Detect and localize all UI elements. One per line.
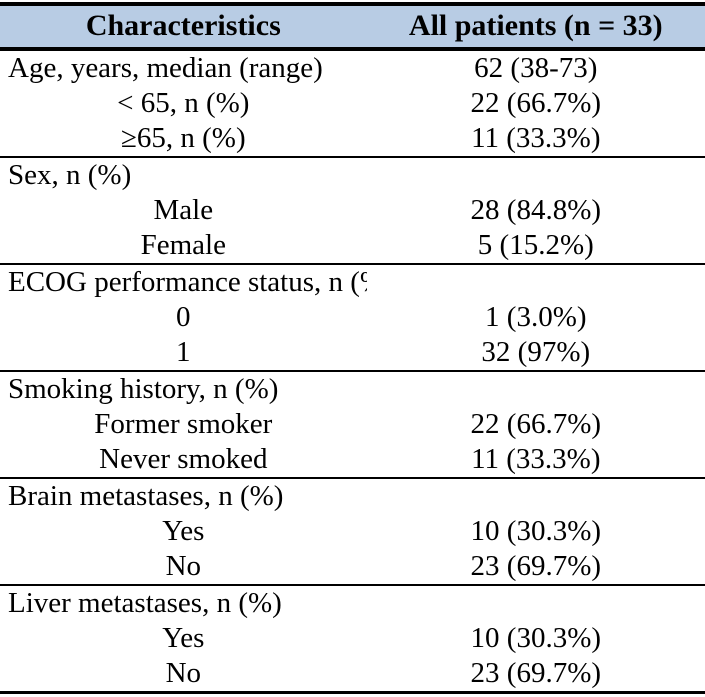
section-header-row-smoking: Smoking history, n (%) xyxy=(0,370,705,407)
row-label-cell: 0 xyxy=(176,301,191,333)
row-value-cell: 23 (69.7%) xyxy=(470,657,602,689)
table-header-row: Characteristics All patients (n = 33) xyxy=(0,4,705,51)
row-value-cell xyxy=(366,584,705,621)
row-value-cell: 62 (38-73) xyxy=(474,52,598,84)
row-value-cell: 32 (97%) xyxy=(481,336,591,368)
section-header-row-liver-metastases: Liver metastases, n (%) xyxy=(0,584,705,621)
row-label-cell: Yes xyxy=(162,622,205,654)
table-row: ≥65, n (%) 11 (33.3%) xyxy=(0,121,705,157)
header-cell-characteristics: Characteristics xyxy=(0,4,367,51)
row-label-cell: No xyxy=(165,657,202,689)
row-value-cell: 1 (3.0%) xyxy=(485,301,587,333)
table-row: Yes 10 (30.3%) xyxy=(0,621,705,656)
row-label-cell: Liver metastases, n (%) xyxy=(0,584,367,621)
table-row: 1 32 (97%) xyxy=(0,335,705,371)
row-label-cell: < 65, n (%) xyxy=(117,87,250,119)
row-value-cell xyxy=(366,263,705,300)
row-label-cell: Age, years, median (range) xyxy=(8,52,323,84)
section-header-row-brain-metastases: Brain metastases, n (%) xyxy=(0,477,705,514)
row-label-cell: Male xyxy=(153,194,214,226)
row-label-cell: No xyxy=(165,550,202,582)
row-value-cell xyxy=(366,370,705,407)
row-label-cell: Sex, n (%) xyxy=(0,156,367,193)
row-value-cell: 5 (15.2%) xyxy=(477,229,594,261)
row-value-cell: 11 (33.3%) xyxy=(471,443,601,475)
section-header-row-age: Age, years, median (range) 62 (38-73) xyxy=(0,49,705,86)
row-value-cell xyxy=(366,477,705,514)
section-header-row-ecog: ECOG performance status, n (%) xyxy=(0,263,705,300)
row-label-cell: Female xyxy=(140,229,226,261)
row-value-cell: 28 (84.8%) xyxy=(470,194,602,226)
table-row: No 23 (69.7%) xyxy=(0,549,705,585)
table-row: < 65, n (%) 22 (66.7%) xyxy=(0,86,705,121)
table-row: Yes 10 (30.3%) xyxy=(0,514,705,549)
row-label-cell: Brain metastases, n (%) xyxy=(0,477,367,514)
table-row: Male 28 (84.8%) xyxy=(0,193,705,228)
row-label-cell: Smoking history, n (%) xyxy=(0,370,367,407)
table-row: No 23 (69.7%) xyxy=(0,656,705,693)
row-value-cell xyxy=(366,156,705,193)
row-value-cell: 22 (66.7%) xyxy=(470,87,602,119)
row-label-cell: ≥65, n (%) xyxy=(120,122,246,154)
row-label-cell: ECOG performance status, n (%) xyxy=(0,263,367,300)
row-value-cell: 11 (33.3%) xyxy=(471,122,601,154)
section-header-row-sex: Sex, n (%) xyxy=(0,156,705,193)
row-label-cell: Yes xyxy=(162,515,205,547)
row-label-cell: Former smoker xyxy=(94,408,273,440)
row-value-cell: 22 (66.7%) xyxy=(470,408,602,440)
header-cell-all-patients: All patients (n = 33) xyxy=(366,4,705,51)
table-row: 0 1 (3.0%) xyxy=(0,300,705,335)
row-value-cell: 10 (30.3%) xyxy=(470,515,602,547)
row-value-cell: 10 (30.3%) xyxy=(470,622,602,654)
table-row: Never smoked 11 (33.3%) xyxy=(0,442,705,478)
row-value-cell: 23 (69.7%) xyxy=(470,550,602,582)
table-row: Former smoker 22 (66.7%) xyxy=(0,407,705,442)
row-label-cell: Never smoked xyxy=(99,443,268,475)
table-row: Female 5 (15.2%) xyxy=(0,228,705,264)
row-label-cell: 1 xyxy=(176,336,191,368)
